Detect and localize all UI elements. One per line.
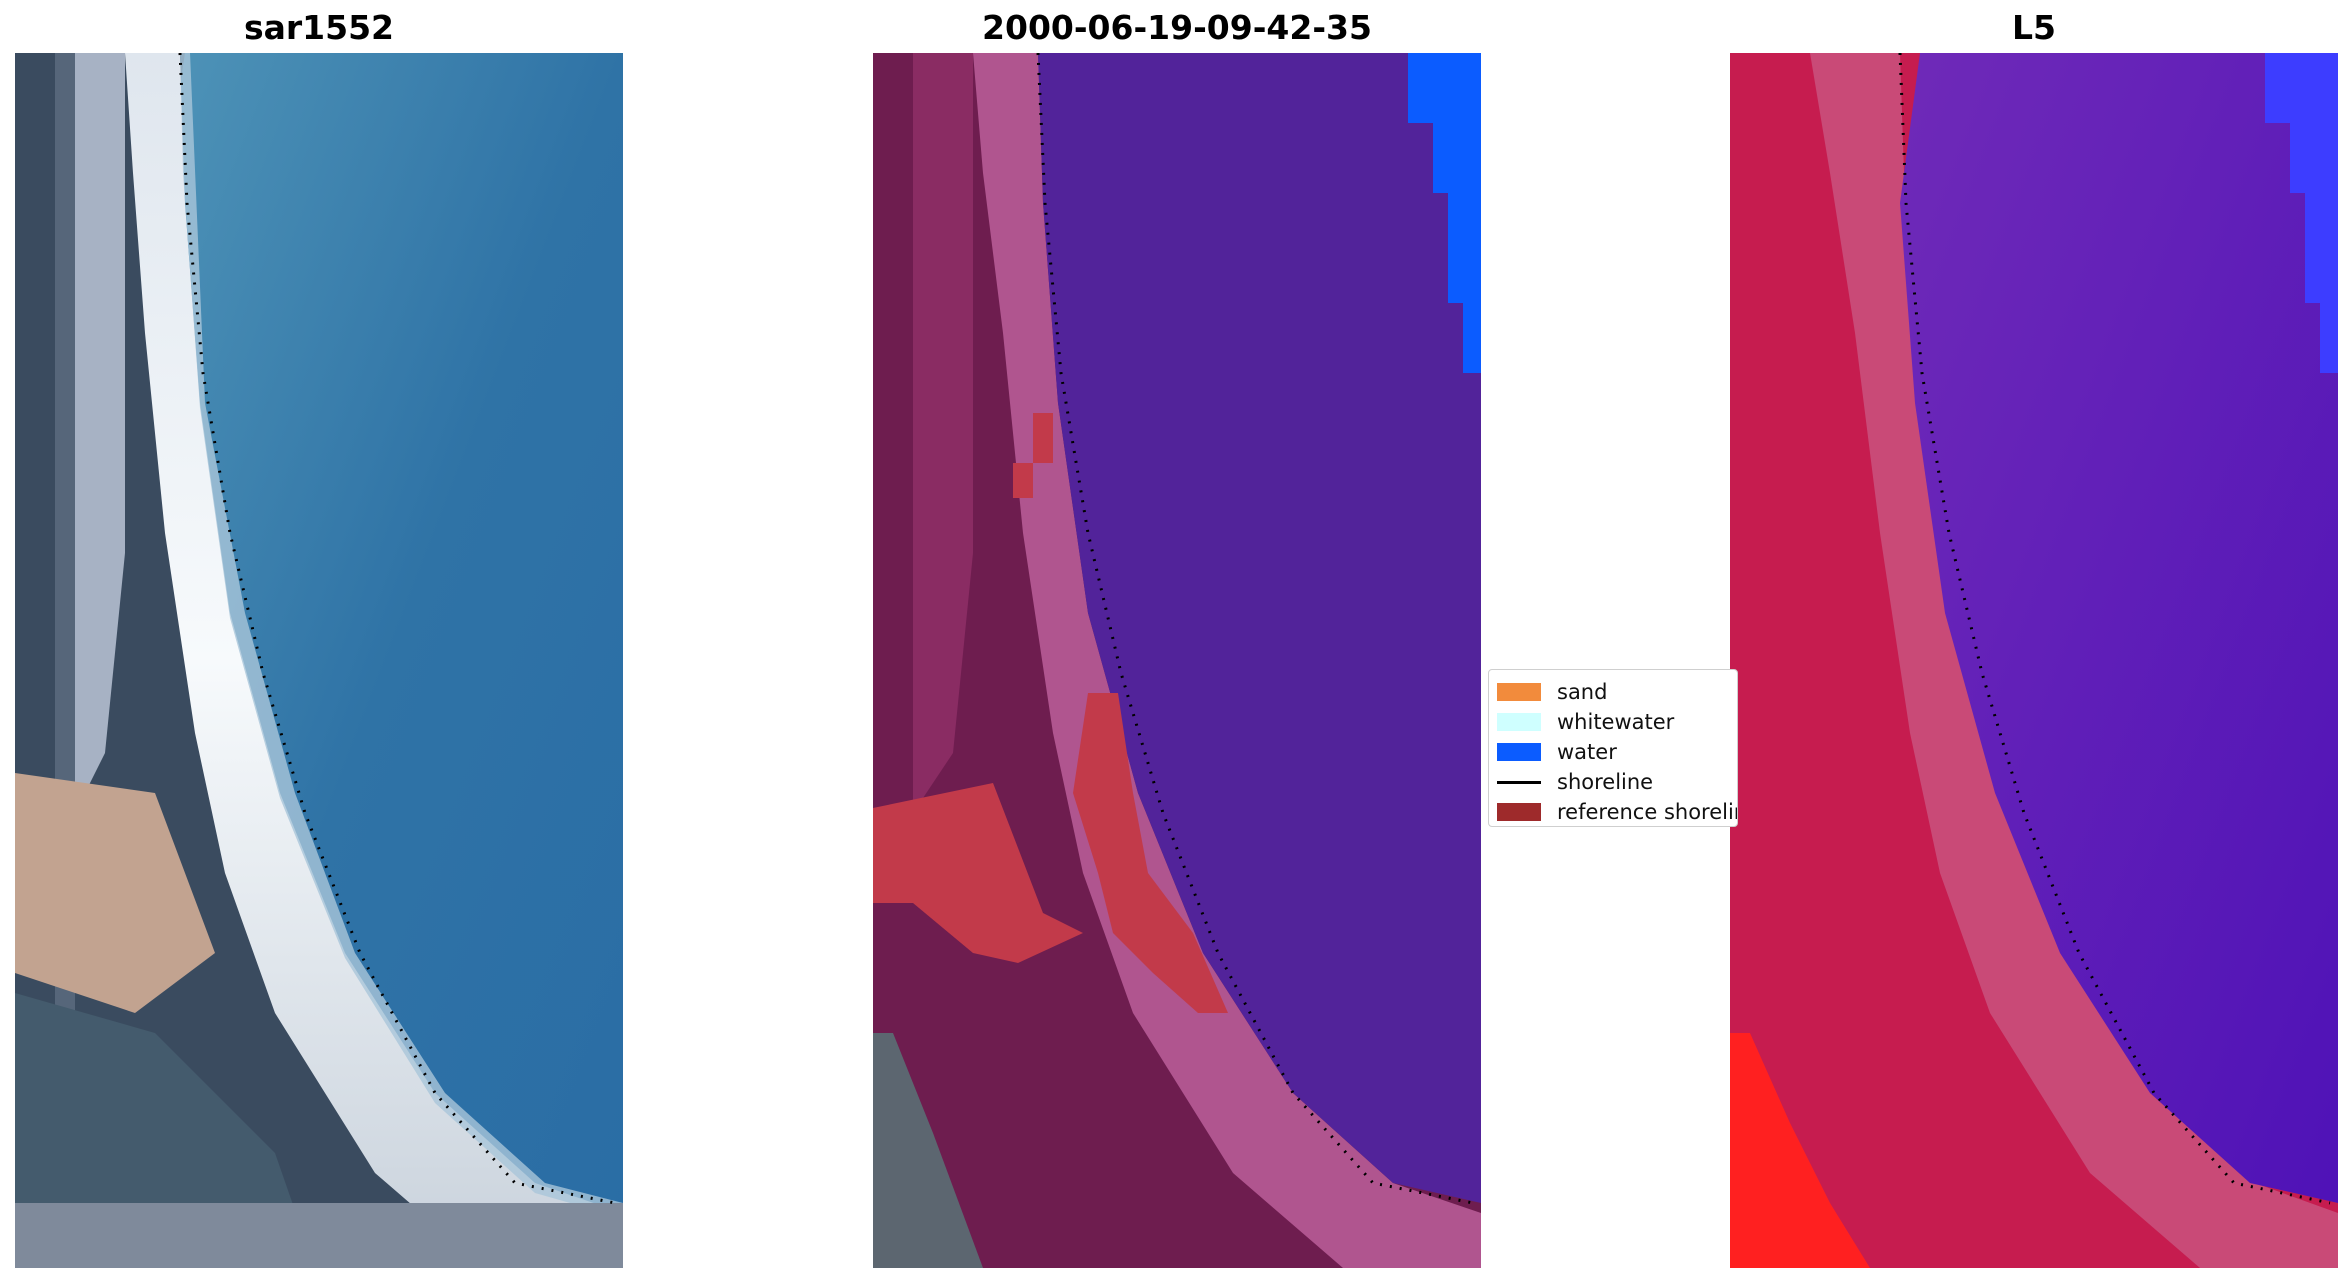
legend-label: sand (1557, 680, 1608, 704)
legend: sand whitewater water shoreline referenc… (1488, 669, 1738, 827)
legend-label: water (1557, 740, 1617, 764)
legend-item-shoreline: shoreline (1497, 768, 1653, 796)
legend-item-whitewater: whitewater (1497, 708, 1674, 736)
panel-title-index: L5 (2012, 8, 2056, 47)
legend-label: shoreline (1557, 770, 1654, 794)
panel-title-rgb: sar1552 (243, 8, 395, 47)
shoreline-line (1497, 780, 1541, 784)
legend-item-reference-shoreline: reference shoreline (1497, 798, 1737, 826)
index-image (1730, 53, 2338, 1268)
classified-image-panel (873, 53, 1481, 1268)
panel-title-classified: 2000-06-19-09-42-35 (982, 8, 1372, 47)
rgb-image (15, 53, 623, 1268)
legend-item-water: water (1497, 738, 1617, 766)
reference-shoreline-swatch (1497, 803, 1541, 821)
rgb-image-panel (15, 53, 623, 1268)
water-swatch (1497, 743, 1541, 761)
classified-image (873, 53, 1481, 1268)
sand-swatch (1497, 683, 1541, 701)
legend-label: whitewater (1557, 710, 1675, 734)
legend-label: reference shoreline (1557, 800, 1737, 824)
whitewater-swatch (1497, 713, 1541, 731)
index-image-panel (1730, 53, 2338, 1268)
legend-item-sand: sand (1497, 678, 1607, 706)
